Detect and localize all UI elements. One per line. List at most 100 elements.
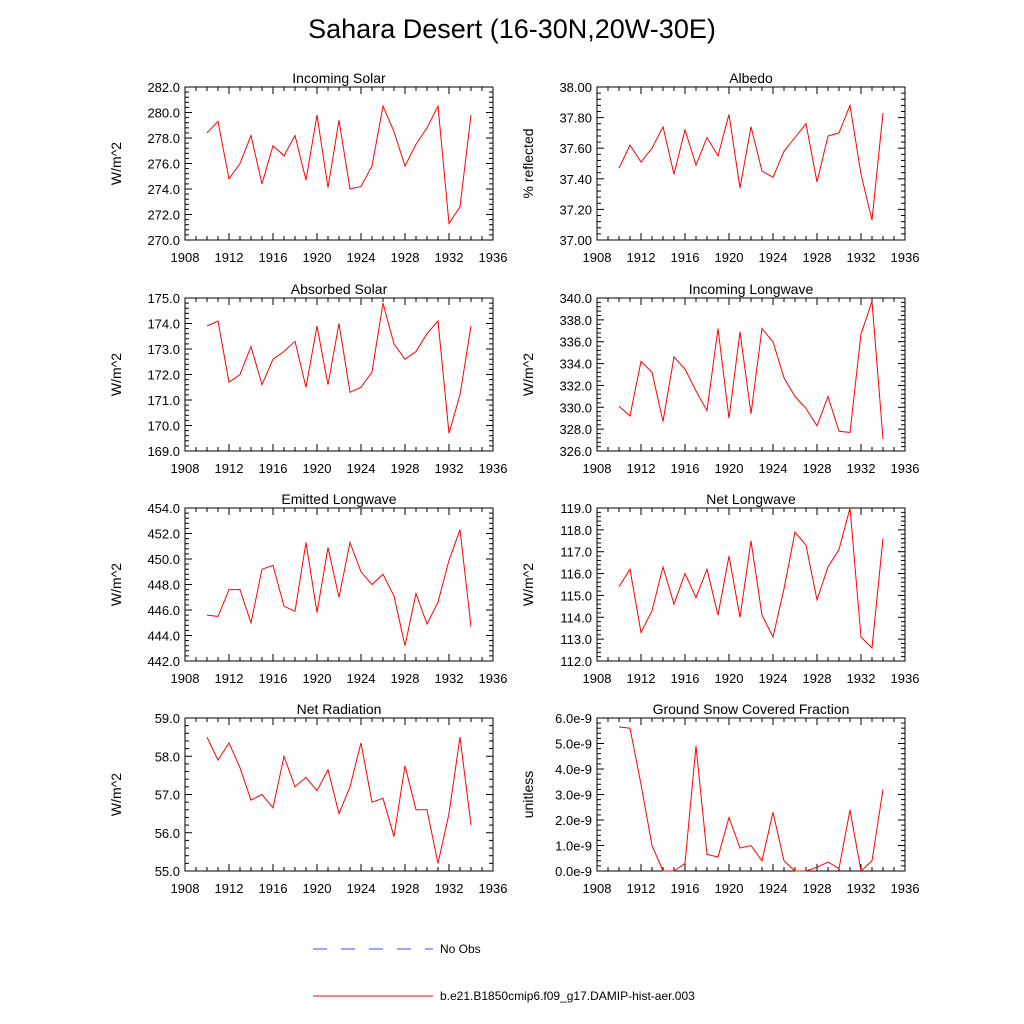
plot-frame bbox=[184, 507, 494, 662]
y-tick-label: 116.0 bbox=[560, 567, 592, 582]
y-tick-label: 171.0 bbox=[147, 393, 180, 408]
chart-title: Albedo bbox=[729, 70, 773, 86]
x-tick-label: 1936 bbox=[479, 250, 508, 265]
y-tick-label: 448.0 bbox=[147, 578, 180, 593]
y-tick-label: 113.0 bbox=[560, 632, 592, 647]
series-line bbox=[206, 529, 472, 646]
x-tick-label: 1920 bbox=[303, 671, 332, 686]
plot-frame bbox=[596, 297, 906, 452]
y-tick-label: 272.0 bbox=[147, 208, 180, 223]
y-tick-label: 2.0e-9 bbox=[555, 813, 592, 828]
x-tick-label: 1928 bbox=[803, 671, 832, 686]
chart-panel-4: 1908 1912 1916 1920 1924 1928 1932 1936 326.0 328… bbox=[520, 281, 919, 476]
plot-frame bbox=[184, 297, 494, 452]
x-tick-label: 1916 bbox=[671, 881, 700, 896]
x-tick-label: 1908 bbox=[583, 250, 612, 265]
y-tick-label: 270.0 bbox=[147, 233, 180, 248]
x-tick-label: 1936 bbox=[891, 881, 920, 896]
x-tick-label: 1908 bbox=[583, 881, 612, 896]
x-tick-label: 1928 bbox=[803, 461, 832, 476]
x-tick-label: 1908 bbox=[171, 461, 200, 476]
x-tick-label: 1928 bbox=[803, 250, 832, 265]
y-tick-label: 37.60 bbox=[559, 141, 592, 156]
y-tick-label: 59.0 bbox=[155, 711, 180, 726]
x-tick-label: 1924 bbox=[347, 671, 376, 686]
chart-panel-3: 1908 1912 1916 1920 1924 1928 1932 1936 169.0 170… bbox=[108, 281, 507, 476]
x-tick-label: 1912 bbox=[215, 881, 244, 896]
y-tick-label: 446.0 bbox=[147, 603, 180, 618]
series-line bbox=[206, 736, 472, 864]
y-tick-label: 115.0 bbox=[560, 588, 592, 603]
legend: No Obs b.e21.B1850cmip6.f09_g17.DAMIP-hi… bbox=[313, 942, 695, 1003]
chart-panel-8: 1908 1912 1916 1920 1924 1928 1932 1936 0.0e-9 1.… bbox=[520, 701, 919, 896]
y-tick-label: 119.0 bbox=[560, 501, 592, 516]
y-tick-label: 172.0 bbox=[147, 368, 180, 383]
x-tick-label: 1916 bbox=[259, 881, 288, 896]
x-tick-label: 1920 bbox=[303, 461, 332, 476]
x-tick-label: 1924 bbox=[347, 881, 376, 896]
y-tick-label: 170.0 bbox=[147, 419, 180, 434]
x-tick-label: 1920 bbox=[715, 881, 744, 896]
y-tick-label: 38.00 bbox=[559, 80, 592, 95]
y-tick-label: 58.0 bbox=[155, 749, 180, 764]
x-tick-label: 1932 bbox=[847, 671, 876, 686]
chart-panel-1: 1908 1912 1916 1920 1924 1928 1932 1936 270.0 272… bbox=[108, 70, 507, 265]
chart-title: Net Radiation bbox=[297, 701, 382, 717]
series-line bbox=[618, 301, 884, 440]
x-tick-label: 1908 bbox=[171, 250, 200, 265]
y-tick-label: 454.0 bbox=[147, 501, 180, 516]
y-tick-label: 57.0 bbox=[155, 788, 180, 803]
chart-title: Incoming Solar bbox=[292, 70, 386, 86]
y-tick-label: 6.0e-9 bbox=[555, 711, 592, 726]
x-tick-label: 1924 bbox=[759, 250, 788, 265]
x-tick-label: 1916 bbox=[671, 250, 700, 265]
x-tick-label: 1924 bbox=[347, 250, 376, 265]
x-tick-label: 1928 bbox=[391, 881, 420, 896]
y-axis-label: W/m^2 bbox=[520, 563, 536, 606]
chart-panel-7: 1908 1912 1916 1920 1924 1928 1932 1936 55.0 56.0… bbox=[108, 701, 507, 896]
x-tick-label: 1920 bbox=[715, 461, 744, 476]
chart-panel-6: 1908 1912 1916 1920 1924 1928 1932 1936 112.0 113… bbox=[520, 491, 919, 686]
y-tick-label: 174.0 bbox=[147, 317, 180, 332]
y-tick-label: 450.0 bbox=[147, 552, 180, 567]
y-tick-label: 332.0 bbox=[559, 378, 592, 393]
x-tick-label: 1924 bbox=[759, 881, 788, 896]
x-tick-label: 1932 bbox=[435, 671, 464, 686]
y-tick-label: 330.0 bbox=[559, 400, 592, 415]
series-line bbox=[206, 104, 472, 225]
legend-label-model: b.e21.B1850cmip6.f09_g17.DAMIP-hist-aer.… bbox=[440, 989, 695, 1003]
y-tick-label: 117.0 bbox=[560, 545, 592, 560]
plot-frame bbox=[184, 717, 494, 872]
x-tick-label: 1936 bbox=[891, 250, 920, 265]
y-tick-label: 37.40 bbox=[559, 172, 592, 187]
y-axis-label: W/m^2 bbox=[108, 142, 124, 185]
y-tick-label: 55.0 bbox=[155, 864, 180, 879]
y-tick-label: 444.0 bbox=[147, 629, 180, 644]
y-tick-label: 37.80 bbox=[559, 111, 592, 126]
x-tick-label: 1912 bbox=[627, 671, 656, 686]
x-tick-label: 1912 bbox=[215, 250, 244, 265]
x-tick-label: 1912 bbox=[627, 881, 656, 896]
x-tick-label: 1920 bbox=[303, 250, 332, 265]
series-line bbox=[618, 103, 884, 221]
x-tick-label: 1924 bbox=[759, 461, 788, 476]
chart-title: Ground Snow Covered Fraction bbox=[653, 701, 850, 717]
x-tick-label: 1928 bbox=[803, 881, 832, 896]
y-tick-label: 114.0 bbox=[560, 610, 592, 625]
y-tick-label: 280.0 bbox=[147, 106, 180, 121]
x-tick-label: 1920 bbox=[303, 881, 332, 896]
y-tick-label: 336.0 bbox=[559, 335, 592, 350]
y-tick-label: 340.0 bbox=[559, 291, 592, 306]
x-tick-label: 1908 bbox=[171, 671, 200, 686]
y-tick-label: 37.20 bbox=[559, 202, 592, 217]
figure-title: Sahara Desert (16-30N,20W-30E) bbox=[308, 14, 716, 44]
x-tick-label: 1928 bbox=[391, 461, 420, 476]
x-tick-label: 1916 bbox=[259, 671, 288, 686]
x-tick-label: 1936 bbox=[479, 881, 508, 896]
y-tick-label: 5.0e-9 bbox=[555, 737, 592, 752]
x-tick-label: 1932 bbox=[435, 250, 464, 265]
x-tick-label: 1936 bbox=[479, 461, 508, 476]
y-axis-label: W/m^2 bbox=[108, 353, 124, 396]
y-tick-label: 452.0 bbox=[147, 527, 180, 542]
